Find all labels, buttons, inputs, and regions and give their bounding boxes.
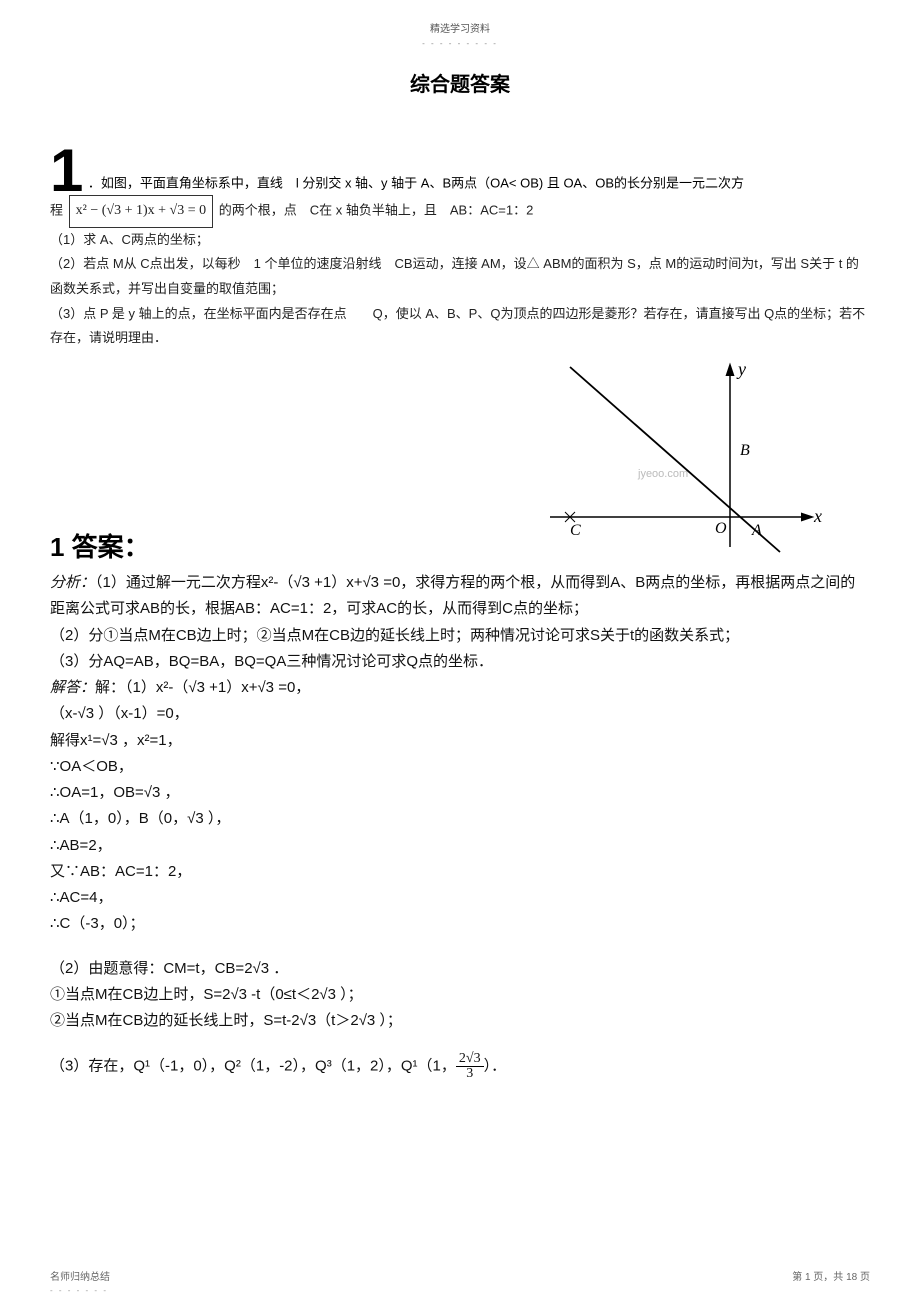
footer-right: 第 1 页，共 18 页 bbox=[792, 1268, 870, 1283]
eq-prefix: 程 bbox=[50, 203, 63, 218]
solve-4: ∵OA＜OB， bbox=[50, 754, 870, 780]
part2-2: ①当点M在CB边上时，S=2√3 -t（0≤t＜2√3 ）； bbox=[50, 982, 870, 1008]
solve-line-1: 解答：解：（1）x²-（√3 +1）x+√3 =0， bbox=[50, 675, 870, 701]
line-l bbox=[570, 367, 780, 552]
part3-line: （3）存在，Q¹（-1，0），Q²（1，-2），Q³（1，2），Q¹（1，2√3… bbox=[50, 1052, 870, 1081]
part2-1: （2）由题意得：CM=t，CB=2√3 ． bbox=[50, 956, 870, 982]
label-A: A bbox=[751, 522, 762, 539]
graph-watermark: jyeoo.com bbox=[637, 468, 688, 480]
part3-fraction: 2√33 bbox=[456, 1052, 484, 1081]
solve-1: 解：（1）x²-（√3 +1）x+√3 =0， bbox=[95, 679, 310, 696]
label-y: y bbox=[736, 359, 746, 379]
page-container: 精选学习资料 - - - - - - - - - 综合题答案 1 ．如图，平面直… bbox=[0, 0, 920, 1121]
analysis-block: 分析：（1）通过解一元二次方程x²-（√3 +1）x+√3 =0，求得方程的两个… bbox=[50, 570, 870, 623]
eq-suffix: 的两个根，点 C在 x 轴负半轴上，且 AB：AC=1：2 bbox=[219, 203, 534, 218]
question-part2: （2）若点 M从 C点出发，以每秒 1 个单位的速度沿射线 CB运动，连接 AM… bbox=[50, 252, 870, 301]
solve-6: ∴A（1，0），B（0，√3 ）， bbox=[50, 806, 870, 832]
analysis-2: （2）分①当点M在CB边上时；②当点M在CB边的延长线上时；两种情况讨论可求S关… bbox=[50, 623, 870, 649]
solve-2: （x-√3 ）（x-1）=0， bbox=[50, 701, 870, 727]
frac-den: 3 bbox=[456, 1067, 484, 1081]
footer-dots-left: - - - - - - - bbox=[50, 1286, 108, 1295]
label-O: O bbox=[715, 520, 727, 537]
solve-10: ∴C（-3，0）； bbox=[50, 911, 870, 937]
solve-label: 解答： bbox=[50, 679, 95, 696]
solve-3: 解得x¹=√3 ，x²=1， bbox=[50, 728, 870, 754]
part3-prefix: （3）存在，Q¹（-1，0），Q²（1，-2），Q³（1，2），Q¹（1， bbox=[50, 1058, 456, 1075]
solve-5: ∴OA=1，OB=√3 ， bbox=[50, 780, 870, 806]
part3-suffix: ）． bbox=[484, 1058, 507, 1075]
question-block: 1 ．如图，平面直角坐标系中，直线 l 分别交 x 轴、y 轴于 A、B两点（O… bbox=[50, 147, 870, 351]
frac-num: 2√3 bbox=[456, 1052, 484, 1067]
question-part1: （1）求 A、C两点的坐标； bbox=[50, 228, 870, 253]
question-part3: （3）点 P 是 y 轴上的点，在坐标平面内是否存在点 Q，使以 A、B、P、Q… bbox=[50, 302, 870, 351]
question-number: 1 bbox=[50, 147, 83, 195]
analysis-1: （1）通过解一元二次方程x²-（√3 +1）x+√3 =0，求得方程的两个根，从… bbox=[50, 574, 855, 617]
part2-3: ②当点M在CB边的延长线上时，S=t-2√3（t＞2√3 ）； bbox=[50, 1008, 870, 1034]
question-body: 程 x² − (√3 + 1)x + √3 = 0 的两个根，点 C在 x 轴负… bbox=[50, 195, 870, 351]
label-x: x bbox=[813, 506, 822, 526]
answer-body: 分析：（1）通过解一元二次方程x²-（√3 +1）x+√3 =0，求得方程的两个… bbox=[50, 570, 870, 1081]
coordinate-graph: y x O A B C jyeoo.com bbox=[510, 357, 830, 557]
analysis-3: （3）分AQ=AB，BQ=BA，BQ=QA三种情况讨论可求Q点的坐标． bbox=[50, 649, 870, 675]
label-B: B bbox=[740, 442, 750, 459]
question-line1: ．如图，平面直角坐标系中，直线 l 分别交 x 轴、y 轴于 A、B两点（OA<… bbox=[88, 176, 744, 191]
solve-7: ∴AB=2， bbox=[50, 833, 870, 859]
equation-box: x² − (√3 + 1)x + √3 = 0 bbox=[69, 195, 213, 228]
footer-left: 名师归纳总结 bbox=[50, 1268, 110, 1283]
graph-wrap: y x O A B C jyeoo.com bbox=[50, 357, 870, 567]
label-C: C bbox=[570, 522, 581, 539]
header-small-text: 精选学习资料 bbox=[50, 20, 870, 35]
page-title: 综合题答案 bbox=[50, 68, 870, 97]
header-dots: - - - - - - - - - bbox=[50, 39, 870, 48]
solve-8: 又∵AB：AC=1：2， bbox=[50, 859, 870, 885]
analysis-label: 分析： bbox=[50, 574, 95, 591]
solve-9: ∴AC=4， bbox=[50, 885, 870, 911]
